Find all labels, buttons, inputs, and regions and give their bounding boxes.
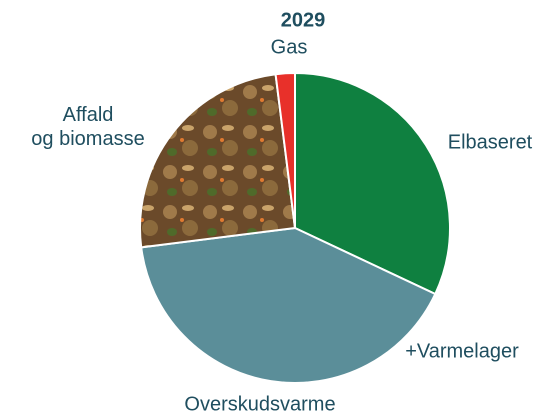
pie-slice xyxy=(140,226,437,384)
chart-title: 2029 xyxy=(281,9,326,31)
slice-label: Elbaseret xyxy=(448,131,533,153)
slice-label: Affald og biomasse xyxy=(31,104,144,150)
slice-label: Overskudsvarme xyxy=(184,393,335,415)
slice-label: Gas xyxy=(271,36,308,58)
annotation: +Varmelager xyxy=(405,340,519,362)
pie-slice xyxy=(139,73,297,249)
pie-slice xyxy=(274,71,296,229)
pie-slice xyxy=(294,71,451,296)
